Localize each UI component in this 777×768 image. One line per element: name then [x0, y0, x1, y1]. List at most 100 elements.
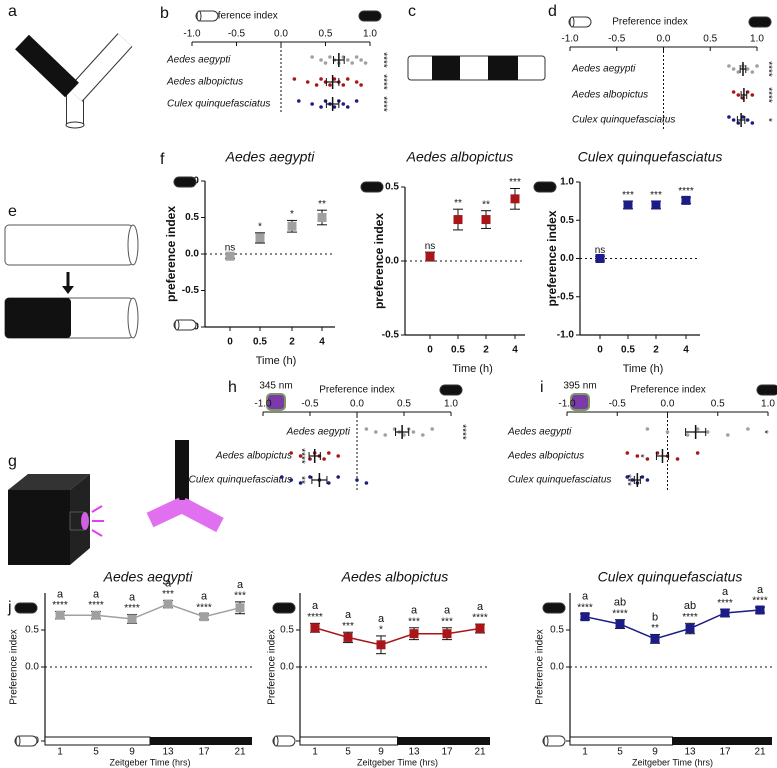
data-point [280, 475, 284, 479]
tube-icon [756, 384, 777, 396]
light-phase [44, 736, 151, 746]
y-tick-label: 0.0 [550, 662, 564, 673]
data-point [310, 55, 314, 59]
group-letter: a [757, 584, 764, 596]
x-tick-label: 17 [441, 747, 453, 758]
x-axis-label: Zeitgeber Time (hrs) [109, 757, 190, 767]
category-label: Culex quinquefasciatus [508, 475, 611, 486]
data-point [292, 77, 297, 81]
data-point [332, 77, 337, 81]
x-tick-label: 0.0 [661, 399, 675, 410]
significance: **** [124, 603, 140, 614]
data-point [430, 427, 435, 431]
category-label: Culex quinquefasciatus [167, 99, 270, 110]
significance: * [762, 118, 773, 122]
tube-icon [14, 735, 38, 747]
x-tick-label: 0.5 [451, 345, 465, 356]
data-marker [681, 195, 691, 205]
group-letter: ab [614, 597, 626, 609]
significance: **** [377, 96, 388, 112]
y-maze-illustration [15, 33, 133, 129]
tube-icon [568, 16, 592, 28]
panel-label: e [8, 203, 17, 220]
x-tick-label: 17 [198, 747, 210, 758]
data-point [640, 475, 645, 479]
axis-title: Preference index [319, 385, 395, 396]
significance: **** [377, 52, 388, 68]
data-point [755, 64, 759, 68]
category-label: Aedes albopictus [166, 77, 243, 88]
data-point [314, 83, 319, 87]
category-label: Aedes albopictus [507, 451, 584, 462]
group-letter: a [165, 577, 172, 589]
panel-label: f [160, 151, 165, 168]
tube-icon [272, 602, 296, 614]
data-marker [199, 612, 209, 622]
data-point [341, 83, 346, 87]
x-tick-label: 1 [582, 747, 588, 758]
data-point [341, 102, 346, 106]
significance: ns [425, 241, 436, 252]
tube-icon-end [543, 735, 549, 747]
tube-icon [14, 602, 38, 614]
x-tick-label: -1.0 [183, 29, 201, 40]
significance: *** [650, 190, 662, 201]
x-tick-label: 0.0 [274, 29, 288, 40]
significance: *** [234, 591, 246, 602]
y-tick-label: -0.5 [382, 330, 400, 341]
significance: **** [456, 424, 467, 440]
data-marker [623, 200, 633, 210]
category-label: Aedes aegypti [507, 427, 572, 438]
x-tick-label: 0.5 [319, 29, 333, 40]
data-point [726, 433, 730, 437]
y-tick-label: 0.5 [25, 625, 39, 636]
data-marker [343, 632, 353, 642]
x-tick-label: 13 [684, 747, 696, 758]
data-point [364, 427, 369, 431]
data-point [350, 61, 355, 65]
data-point [354, 55, 359, 59]
data-marker [255, 233, 265, 243]
group-letter: a [378, 613, 385, 625]
uv-source-illustration [8, 440, 224, 565]
significance: **** [612, 608, 628, 619]
significance: **** [762, 87, 773, 103]
chart-title: Aedes albopictus [341, 569, 449, 585]
data-marker [442, 629, 452, 639]
data-point [359, 83, 363, 87]
data-point [298, 481, 303, 485]
group-letter: a [237, 579, 244, 591]
x-tick-label: 0.5 [253, 337, 267, 348]
y-tick-label: 0.5 [550, 625, 564, 636]
data-point [645, 427, 650, 431]
data-marker [651, 200, 661, 210]
tube-icon [360, 181, 384, 193]
tube-icon-end [273, 735, 279, 747]
category-label: Aedes aegypti [286, 427, 351, 438]
significance: **** [577, 602, 593, 613]
y-axis-label: Preference index [267, 629, 278, 705]
significance: **** [682, 612, 698, 623]
x-tick-label: -1.0 [254, 399, 272, 410]
x-tick-label: -0.5 [608, 34, 626, 45]
data-marker [685, 624, 695, 634]
y-axis-label: Preference index [535, 629, 546, 705]
data-point [289, 451, 294, 455]
significance: ns [225, 243, 236, 254]
significance: ** [295, 476, 306, 484]
series-line [584, 609, 761, 640]
chart-title: Aedes aegypti [225, 149, 316, 165]
data-point [625, 475, 630, 479]
panel-label: c [408, 3, 416, 20]
significance: ** [651, 623, 659, 634]
data-point [383, 433, 388, 437]
significance: ** [482, 199, 490, 210]
tube-icon [748, 16, 772, 28]
x-axis-label: Time (h) [256, 355, 297, 367]
significance: *** [509, 177, 521, 188]
data-point [635, 454, 640, 458]
data-point [328, 83, 332, 87]
x-tick-label: -0.5 [609, 399, 627, 410]
y-tick-label: 0.0 [385, 256, 399, 267]
data-point [297, 99, 301, 103]
